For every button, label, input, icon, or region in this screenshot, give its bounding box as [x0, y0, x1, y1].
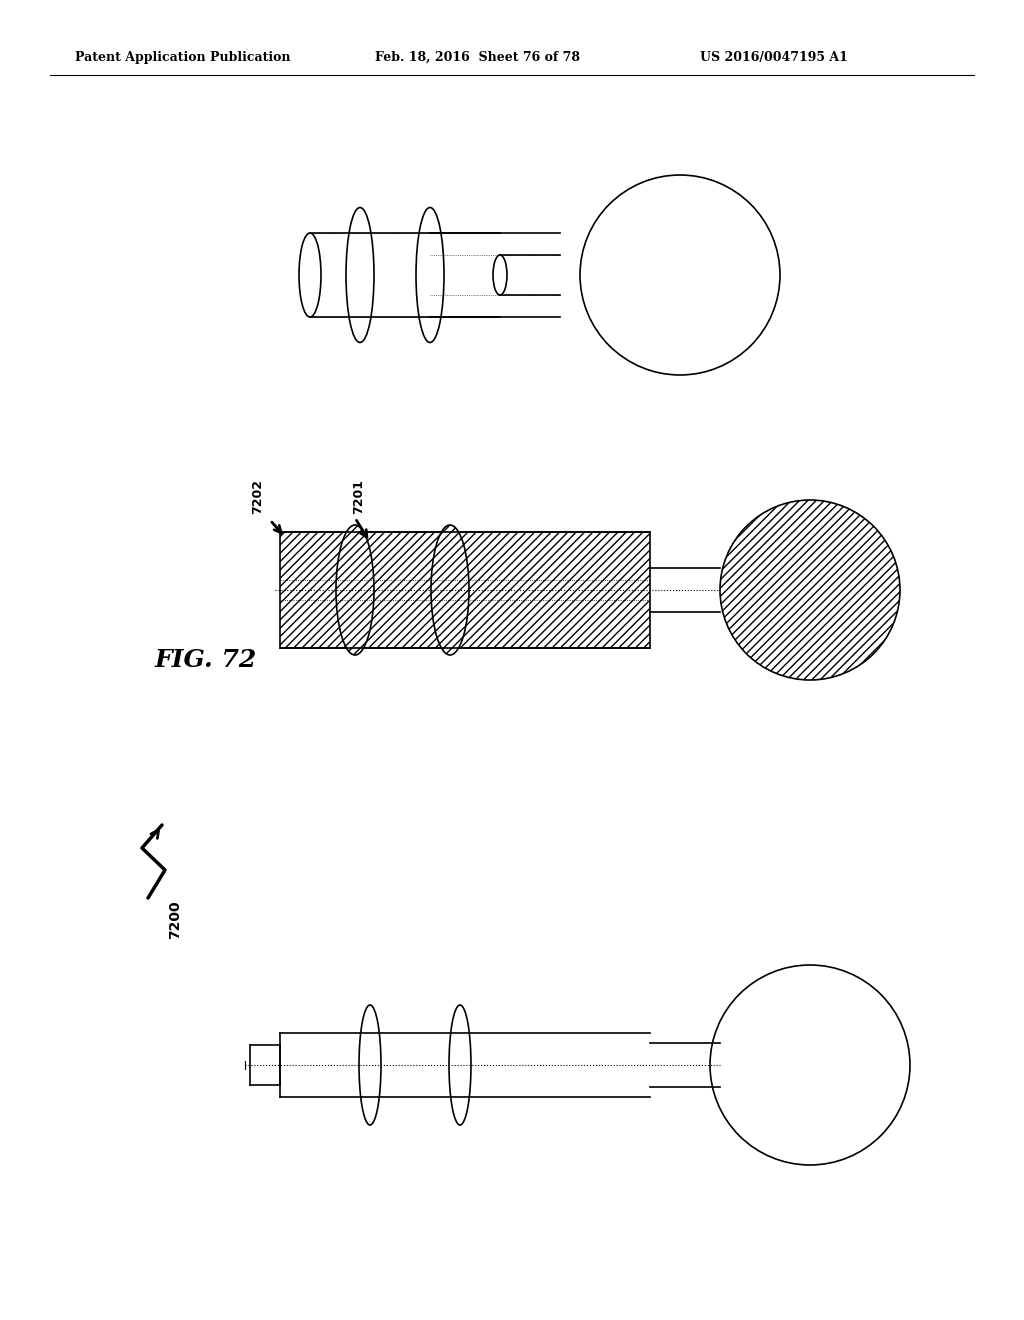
Text: Feb. 18, 2016  Sheet 76 of 78: Feb. 18, 2016 Sheet 76 of 78: [375, 50, 580, 63]
Bar: [280, 532, 650, 648]
Ellipse shape: [431, 525, 469, 655]
Text: 7202: 7202: [251, 479, 264, 513]
Text: FIG. 72: FIG. 72: [155, 648, 257, 672]
Ellipse shape: [720, 500, 900, 680]
Text: 7200: 7200: [168, 900, 182, 939]
Text: Patent Application Publication: Patent Application Publication: [75, 50, 291, 63]
Ellipse shape: [336, 525, 374, 655]
Text: US 2016/0047195 A1: US 2016/0047195 A1: [700, 50, 848, 63]
Text: 7201: 7201: [352, 479, 365, 513]
